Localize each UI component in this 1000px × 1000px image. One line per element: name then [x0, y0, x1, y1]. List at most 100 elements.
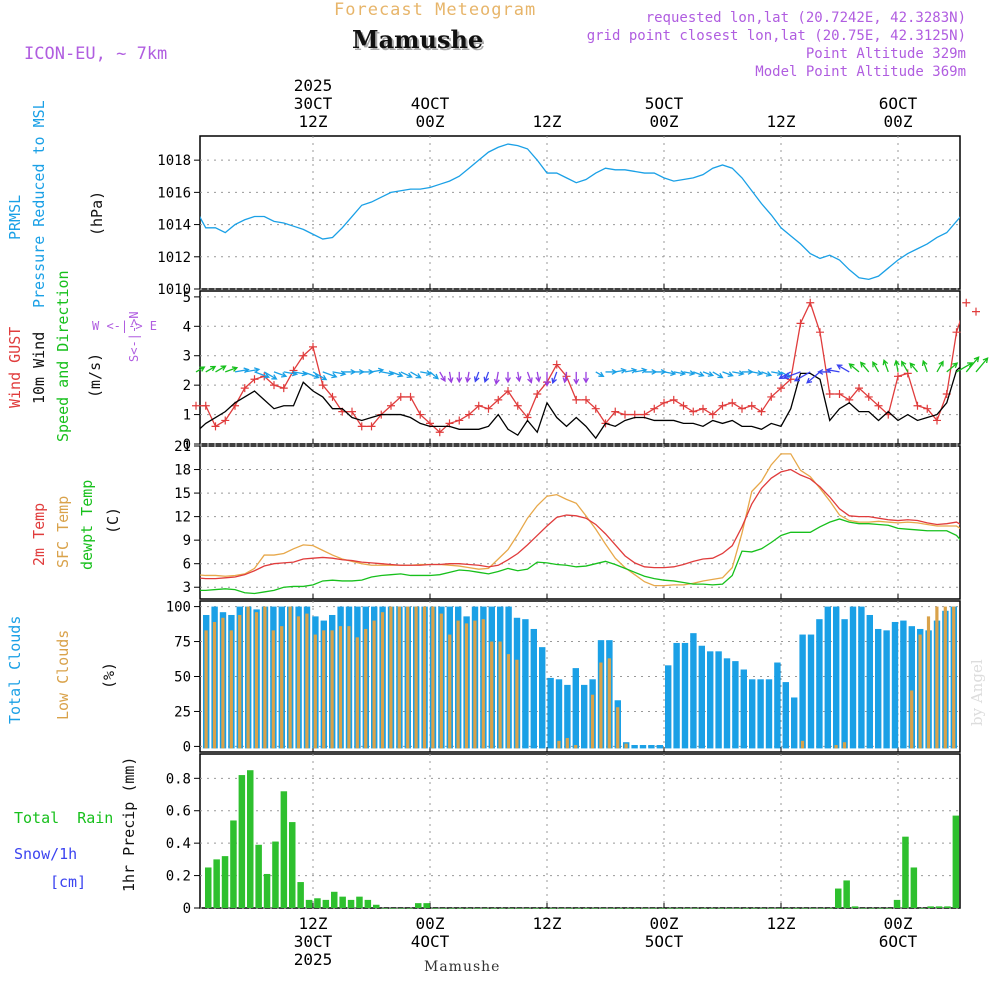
- total-cloud-bar: [749, 679, 756, 749]
- low-cloud-bar: [490, 641, 494, 749]
- wind-arrow: [303, 371, 320, 379]
- precip-bar: [952, 815, 960, 908]
- precip-bar: [205, 867, 212, 908]
- wind-arrow: [493, 371, 500, 386]
- y-tick-label: 50: [174, 670, 191, 686]
- y-tick-label: 0.6: [166, 804, 191, 820]
- time-axis-label: 2025: [293, 950, 333, 969]
- precip-bar: [574, 908, 582, 909]
- total-cloud-bar: [690, 633, 697, 749]
- total-cloud-bar: [833, 606, 840, 749]
- wind-arrow: [420, 370, 433, 377]
- y-tick-label: 5: [183, 290, 191, 306]
- wind-arrow: [702, 371, 715, 377]
- wind-arrow: [515, 371, 522, 383]
- precip-bar: [675, 908, 682, 909]
- total-cloud-bar: [866, 614, 873, 749]
- wind-arrow: [381, 370, 395, 377]
- low-cloud-bar: [574, 745, 578, 749]
- low-cloud-bar: [338, 626, 343, 749]
- panel-1: 0 1 2 3 4 5: [183, 290, 961, 453]
- precip-bar: [725, 908, 733, 909]
- wind-arrow: [263, 371, 278, 380]
- total-cloud-bar: [765, 679, 773, 749]
- precip-bar: [398, 908, 405, 909]
- precip-unit: 1hr Precip (mm): [120, 756, 138, 892]
- y-tick-label: 1010: [157, 282, 191, 298]
- y-tick-label: 4: [183, 319, 191, 335]
- sfc-temp-label: SFC Temp: [54, 495, 72, 568]
- total-cloud-bar: [631, 745, 638, 749]
- total-cloud-bar: [807, 634, 815, 749]
- compass-we: W <-|-> E: [92, 319, 158, 333]
- prmsl-desc-label: Pressure Reduced to MSL: [30, 100, 48, 308]
- gust-marker: [582, 395, 590, 404]
- time-axis-label: 00Z: [415, 914, 445, 933]
- precip-bar: [440, 908, 447, 909]
- precip-bar: [364, 899, 372, 908]
- wind-arrow: [712, 371, 724, 379]
- low-cloud-bar: [330, 630, 334, 749]
- total-cloud-bar: [875, 628, 882, 749]
- precip-bar: [910, 867, 918, 908]
- precip-bar: [809, 908, 817, 909]
- gust-marker: [211, 422, 220, 431]
- temp-unit: (C): [104, 506, 122, 534]
- gust-marker: [328, 392, 337, 401]
- y-tick-label: 2: [183, 378, 191, 394]
- total-cloud-bar: [858, 606, 865, 749]
- gust-marker: [367, 422, 376, 431]
- total-cloud-bar: [665, 665, 672, 749]
- wind-arrow: [921, 359, 928, 373]
- low-cloud-bar: [288, 606, 292, 749]
- total-cloud-bar: [547, 677, 554, 749]
- total-cloud-bar: [791, 697, 798, 749]
- low-cloud-bar: [397, 606, 401, 749]
- precip-bar: [625, 908, 632, 909]
- wind-arrow: [882, 358, 889, 373]
- time-axis-label: 00Z: [883, 914, 913, 933]
- low-cloud-bar: [246, 606, 250, 749]
- precip-bar: [944, 906, 951, 908]
- precip-bar: [406, 908, 414, 909]
- wind-arrow: [936, 360, 944, 373]
- y-tick-label: 3: [183, 349, 191, 365]
- t2m-label: 2m Temp: [30, 502, 48, 566]
- total-cloud-bar: [782, 682, 789, 749]
- low-clouds-label: Low Clouds: [54, 629, 72, 720]
- low-cloud-bar: [212, 621, 217, 749]
- gust-marker: [650, 404, 659, 413]
- low-cloud-bar: [364, 628, 368, 749]
- wind-arrow: [872, 361, 880, 373]
- gust-marker: [669, 395, 678, 404]
- precip-bar: [599, 908, 607, 909]
- precip-bar: [465, 908, 472, 909]
- low-cloud-bar: [305, 613, 309, 749]
- wind-arrow: [693, 371, 705, 378]
- gust-marker: [455, 416, 464, 425]
- total-cloud-bar: [799, 634, 806, 749]
- gust-marker: [864, 392, 873, 401]
- precip-bar: [524, 908, 531, 909]
- low-cloud-bar: [565, 738, 569, 749]
- wind-arrow: [793, 371, 811, 382]
- snow-cm-label: [cm]: [50, 873, 87, 891]
- wind-arrow: [663, 370, 677, 377]
- wind-arrow: [836, 364, 850, 373]
- gust-marker: [767, 392, 776, 401]
- total-cloud-bar: [564, 684, 571, 749]
- total-cloud-bar: [555, 679, 563, 749]
- y-tick-label: 6: [183, 557, 191, 573]
- precip-bar: [759, 908, 766, 909]
- y-tick-label: 1014: [157, 218, 191, 234]
- y-tick-label: 100: [166, 600, 191, 616]
- low-cloud-bar: [263, 606, 267, 749]
- precip-bar: [289, 822, 296, 908]
- wind-arrow: [254, 371, 271, 379]
- total-cloud-bar: [816, 619, 823, 749]
- clouds-unit: (%): [100, 661, 118, 689]
- low-cloud-bar: [607, 658, 611, 749]
- precip-bar: [851, 906, 859, 908]
- wind-arrow: [605, 368, 618, 375]
- low-cloud-bar: [456, 620, 460, 749]
